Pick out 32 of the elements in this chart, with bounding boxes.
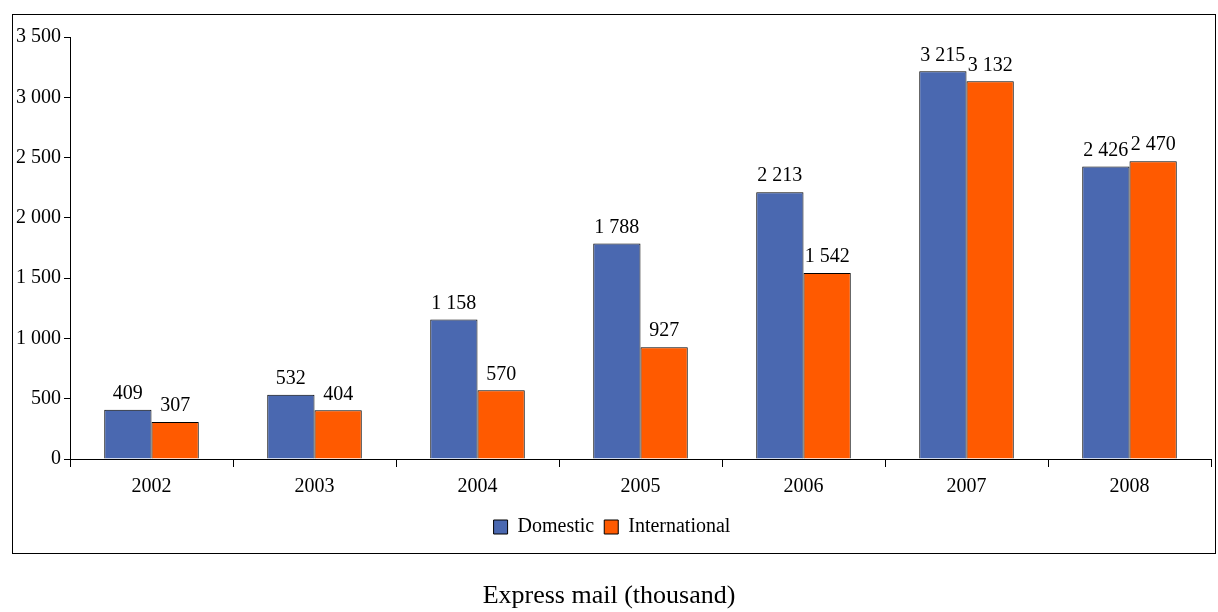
data-label: 927	[649, 318, 680, 341]
data-label: 2 213	[757, 163, 803, 186]
data-label: 404	[323, 381, 354, 404]
data-label: 1 158	[431, 290, 477, 313]
y-tick-label: 500	[31, 385, 61, 408]
x-tick-label: 2004	[457, 474, 498, 497]
y-tick-label: 2 500	[16, 144, 61, 167]
x-tick-label: 2002	[131, 474, 172, 497]
data-label: 1 542	[804, 244, 850, 267]
x-tick-label: 2005	[620, 474, 661, 497]
data-label: 1 788	[594, 214, 640, 237]
x-tick-label: 2007	[946, 474, 987, 497]
y-tick-label: 2 000	[16, 205, 61, 228]
data-label: 3 132	[967, 52, 1013, 75]
data-label: 2 426	[1083, 137, 1129, 160]
x-tick-label: 2006	[783, 474, 824, 497]
data-label: 570	[486, 361, 517, 384]
y-tick-label: 1 500	[16, 265, 61, 288]
legend-label: International	[628, 514, 731, 537]
data-label: 532	[275, 366, 306, 389]
data-label: 2 470	[1130, 132, 1176, 155]
x-tick-label: 2008	[1109, 474, 1150, 497]
y-tick-label: 1 000	[16, 325, 61, 348]
data-label: 307	[160, 393, 191, 416]
data-label: 409	[112, 380, 143, 403]
data-label: 3 215	[920, 42, 966, 65]
x-tick-label: 2003	[294, 474, 335, 497]
text: Express mail (thousand)	[481, 580, 737, 610]
y-tick-label: 3 500	[16, 24, 61, 47]
y-tick-label: 3 000	[16, 84, 61, 107]
legend-label: Domestic	[517, 514, 595, 537]
y-tick-label: 0	[51, 446, 61, 469]
